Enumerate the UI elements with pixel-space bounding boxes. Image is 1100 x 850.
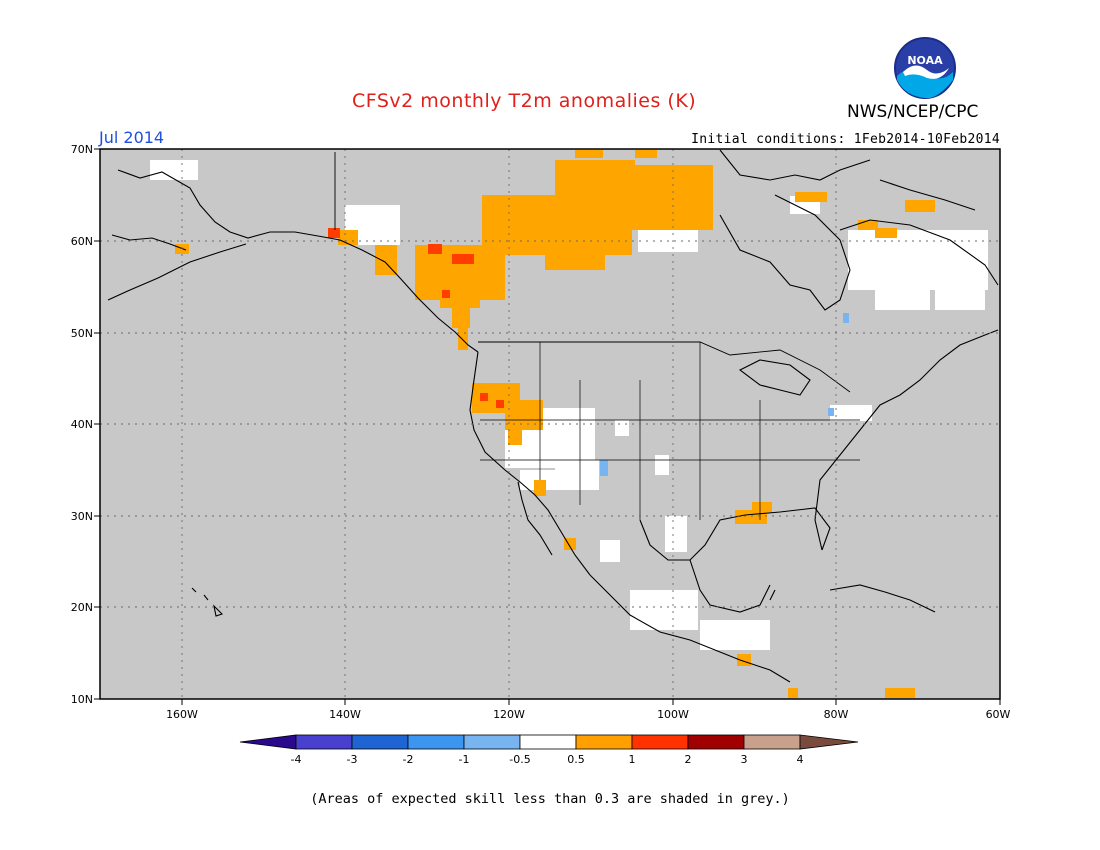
- coastlines: [107, 149, 999, 683]
- colorbar-label: 4: [797, 753, 804, 766]
- lon-label-160w: 160W: [166, 708, 198, 721]
- agency-label: NWS/NCEP/CPC: [847, 102, 979, 122]
- gridlines: [100, 149, 1000, 699]
- colorbar-label: -1: [459, 753, 470, 766]
- lat-label-70n: 70N: [71, 143, 93, 156]
- colorbar-arrow-low: [239, 734, 297, 750]
- lat-label-60n: 60N: [71, 235, 93, 248]
- colorbar-bin: [407, 734, 465, 750]
- colorbar-label: -3: [347, 753, 358, 766]
- lat-label-50n: 50N: [71, 327, 93, 340]
- colorbar-bin: [463, 734, 521, 750]
- lon-label-120w: 120W: [493, 708, 525, 721]
- lon-label-140w: 140W: [329, 708, 361, 721]
- colorbar-arrow-high: [799, 734, 859, 750]
- colorbar-bin: [351, 734, 409, 750]
- colorbar-label: 2: [685, 753, 692, 766]
- colorbar-label: -2: [403, 753, 414, 766]
- colorbar: [239, 734, 859, 750]
- cool-anomaly-regions: [600, 313, 849, 476]
- valid-month: Jul 2014: [99, 128, 165, 147]
- colorbar-label: 1: [629, 753, 636, 766]
- lat-label-10n: 10N: [71, 693, 93, 706]
- colorbar-bin: [631, 734, 689, 750]
- colorbar-bin: [519, 734, 577, 750]
- colorbar-bin: [575, 734, 633, 750]
- lat-label-40n: 40N: [71, 418, 93, 431]
- neutral-regions: [150, 160, 988, 650]
- chart-title: CFSv2 monthly T2m anomalies (K): [352, 90, 697, 112]
- initial-conditions: Initial conditions: 1Feb2014-10Feb2014: [691, 132, 1000, 147]
- colorbar-label: -4: [291, 753, 302, 766]
- skill-footnote: (Areas of expected skill less than 0.3 a…: [310, 791, 790, 807]
- logo-text: NOAA: [907, 54, 943, 67]
- lon-label-80w: 80W: [824, 708, 849, 721]
- lat-label-20n: 20N: [71, 601, 93, 614]
- strong-warm-regions: [328, 228, 504, 408]
- colorbar-bin: [743, 734, 801, 750]
- colorbar-label: 0.5: [567, 753, 585, 766]
- colorbar-label: 3: [741, 753, 748, 766]
- colorbar-bin: [687, 734, 745, 750]
- colorbar-bin: [295, 734, 353, 750]
- lon-label-100w: 100W: [657, 708, 689, 721]
- colorbar-label: -0.5: [509, 753, 530, 766]
- noaa-logo: NOAA: [894, 37, 956, 99]
- lat-label-30n: 30N: [71, 510, 93, 523]
- lon-label-60w: 60W: [986, 708, 1011, 721]
